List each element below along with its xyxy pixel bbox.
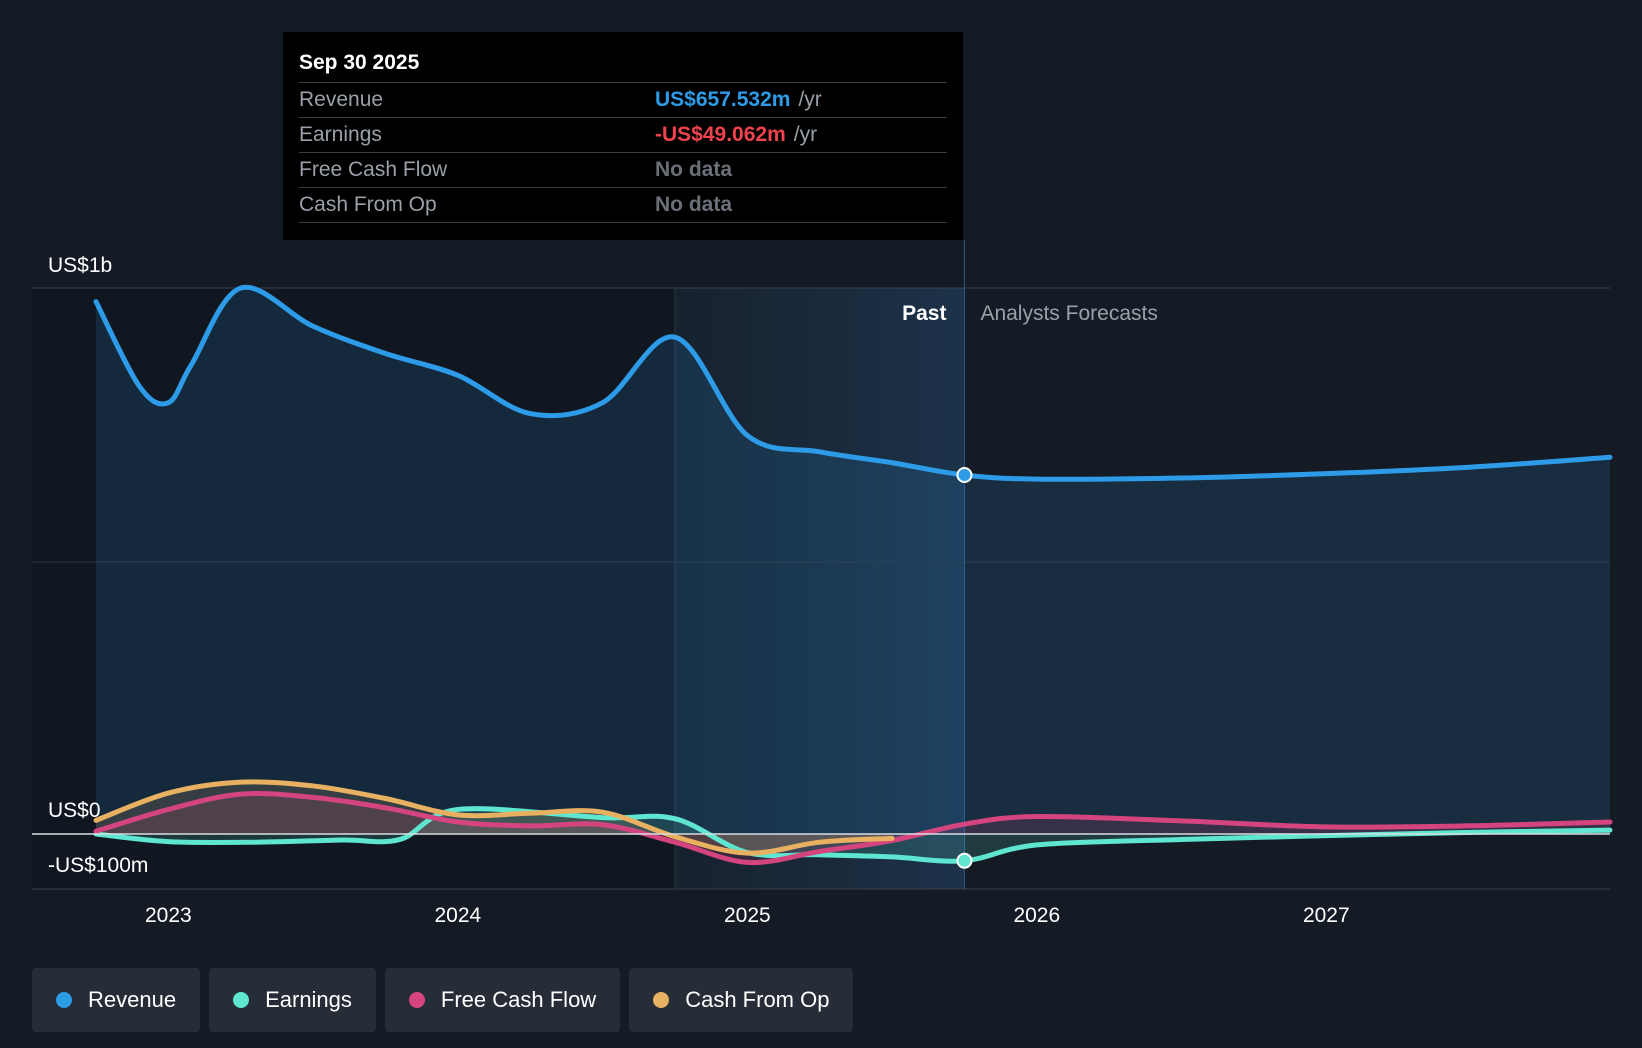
legend-label: Earnings <box>265 987 352 1012</box>
x-tick-label: 2024 <box>434 904 481 927</box>
tooltip-value: -US$49.062m <box>655 123 786 146</box>
tooltip-unit: /yr <box>798 88 822 111</box>
legend-dot-icon <box>653 992 670 1008</box>
tooltip-value: US$657.532m <box>655 88 791 111</box>
tooltip-label: Earnings <box>299 123 382 146</box>
tooltip-row-revenue: Revenue US$657.532m /yr <box>299 82 947 117</box>
revenue-marker <box>956 467 973 484</box>
legend-item-earnings[interactable]: Earnings <box>209 968 376 1032</box>
tooltip-row-cfo: Cash From Op No data <box>299 187 947 223</box>
x-tick-label: 2023 <box>145 904 192 927</box>
x-tick-label: 2026 <box>1013 904 1060 927</box>
tooltip-label: Cash From Op <box>299 193 437 216</box>
legend-item-revenue[interactable]: Revenue <box>32 968 201 1032</box>
earnings-marker <box>956 852 973 869</box>
legend-dot-icon <box>56 992 72 1008</box>
revenue-line <box>93 284 1613 482</box>
tooltip-value: No data <box>655 193 733 216</box>
tooltip-row-earnings: Earnings -US$49.062m /yr <box>299 117 947 152</box>
y-label-bottom: -US$100m <box>48 854 148 877</box>
tooltip-value: No data <box>655 158 733 181</box>
legend: Revenue Earnings Free Cash Flow Cash Fro… <box>32 968 854 1032</box>
tooltip: Sep 30 2025 Revenue US$657.532m /yr Earn… <box>283 32 963 240</box>
past-label: Past <box>902 302 946 325</box>
tooltip-label: Revenue <box>299 88 384 111</box>
tooltip-unit: /yr <box>793 123 818 146</box>
tooltip-date: Sep 30 2025 <box>299 51 420 74</box>
legend-item-cash-from-op[interactable]: Cash From Op <box>629 968 854 1032</box>
revenue-area <box>96 287 1610 834</box>
tooltip-label: Free Cash Flow <box>299 158 448 181</box>
forecast-label: Analysts Forecasts <box>980 302 1157 325</box>
cash-from-op-line <box>93 779 895 856</box>
x-tick-label: 2025 <box>724 904 771 927</box>
earnings-line <box>93 806 1613 864</box>
legend-dot-icon <box>233 992 250 1008</box>
legend-label: Free Cash Flow <box>440 987 597 1012</box>
legend-item-free-cash-flow[interactable]: Free Cash Flow <box>384 968 621 1032</box>
highlight-band <box>674 288 965 889</box>
x-tick-label: 2027 <box>1303 904 1350 927</box>
y-label-zero: US$0 <box>48 799 101 822</box>
tooltip-row-fcf: Free Cash Flow No data <box>299 152 947 187</box>
legend-label: Revenue <box>88 987 177 1012</box>
legend-dot-icon <box>408 992 425 1008</box>
legend-label: Cash From Op <box>685 987 830 1012</box>
y-label-top: US$1b <box>48 254 112 277</box>
free-cash-flow-line <box>93 790 1613 866</box>
